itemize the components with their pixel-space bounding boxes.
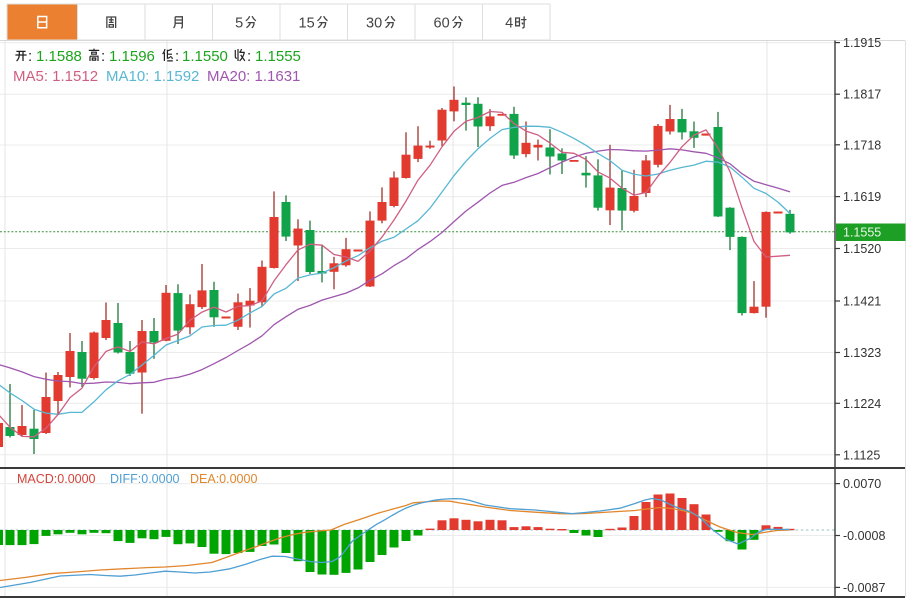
- svg-text:30: 30: [366, 16, 382, 32]
- svg-text:1.1224: 1.1224: [843, 397, 881, 411]
- svg-text:-0.0087: -0.0087: [843, 581, 885, 595]
- svg-text:DIFF:0.0000: DIFF:0.0000: [110, 472, 180, 486]
- svg-text:1.1817: 1.1817: [843, 88, 881, 102]
- svg-text:5: 5: [235, 16, 243, 32]
- svg-text:1.1718: 1.1718: [843, 138, 881, 152]
- svg-text:1.1323: 1.1323: [843, 346, 881, 360]
- svg-text:-0.0008: -0.0008: [843, 529, 885, 543]
- svg-text:1.1550: 1.1550: [182, 48, 228, 65]
- svg-text:4: 4: [505, 16, 513, 32]
- svg-text::: :: [175, 48, 179, 65]
- svg-text:DEA:0.0000: DEA:0.0000: [190, 472, 257, 486]
- svg-text:1.1421: 1.1421: [843, 295, 881, 309]
- svg-text::: :: [28, 48, 32, 65]
- svg-text:60: 60: [434, 16, 450, 32]
- svg-text:1.1555: 1.1555: [255, 48, 301, 65]
- svg-text:1.1596: 1.1596: [109, 48, 155, 65]
- svg-text:1.1588: 1.1588: [36, 48, 82, 65]
- svg-text::: :: [101, 48, 105, 65]
- svg-text:1.1520: 1.1520: [843, 242, 881, 256]
- svg-text::: :: [247, 48, 251, 65]
- svg-text:MA10: 1.1592: MA10: 1.1592: [106, 68, 199, 85]
- svg-text:MACD:0.0000: MACD:0.0000: [17, 472, 96, 486]
- svg-text:15: 15: [299, 16, 315, 32]
- svg-text:MA5: 1.1512: MA5: 1.1512: [13, 68, 98, 85]
- svg-text:1.1555: 1.1555: [843, 226, 881, 240]
- svg-text:0.0070: 0.0070: [843, 477, 881, 491]
- svg-text:MA20: 1.1631: MA20: 1.1631: [207, 68, 300, 85]
- svg-text:1.1125: 1.1125: [843, 448, 880, 462]
- svg-text:1.1619: 1.1619: [843, 190, 881, 204]
- svg-text:1.1915: 1.1915: [843, 36, 881, 50]
